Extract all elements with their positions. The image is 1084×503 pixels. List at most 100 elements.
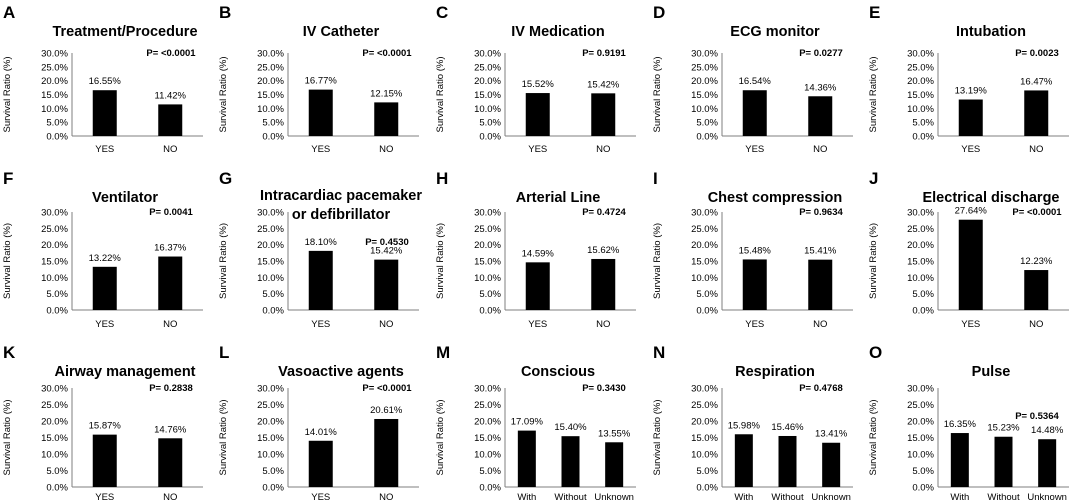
panel-title: Treatment/Procedure [52,24,197,40]
y-tick-label: 5.0% [262,466,284,477]
y-tick-label: 25.0% [907,224,934,235]
panel-letter: I [653,169,658,188]
y-tick-label: 20.0% [907,417,934,428]
panel-f: F Ventilator Survival Ratio (%) 0.0% 5.0% 10.… [2,169,203,330]
x-tick-label: YES [95,144,114,155]
y-tick-label: 0.0% [912,132,934,143]
x-tick-label: NO [596,319,610,330]
y-tick-label: 30.0% [257,384,284,395]
y-tick-label: 5.0% [262,289,284,300]
data-label: 27.64% [955,206,988,217]
bar [958,99,983,136]
p-value: P= 0.0041 [149,207,193,218]
p-value: P= 0.3430 [582,383,626,394]
panel-letter: D [653,3,665,22]
panel-h: H Arterial Line Survival Ratio (%) 0.0% 5.0%… [435,169,636,330]
y-tick-label: 25.0% [257,224,284,235]
y-tick-label: 15.0% [907,433,934,444]
panel-a: A Treatment/Procedure Survival Ratio (%) 0.… [2,3,203,155]
data-label: 12.15% [370,88,403,99]
panel-title: Conscious [521,364,595,380]
bar [591,93,616,136]
y-tick-label: 0.0% [262,306,284,317]
p-value: P= 0.4768 [799,383,843,394]
data-label: 13.55% [598,428,631,439]
y-tick-label: 25.0% [41,224,68,235]
y-tick-label: 20.0% [41,240,68,251]
panel-n: N Respiration Survival Ratio (%) 0.0% 5.0% 10… [652,343,853,503]
data-label: 14.01% [305,427,338,438]
bar [778,435,797,487]
y-tick-label: 15.0% [691,433,718,444]
panel-letter: O [869,343,882,362]
panel-title: IV Catheter [303,24,380,40]
data-label: 13.41% [815,429,848,440]
y-tick-label: 20.0% [41,417,68,428]
data-label: 15.62% [587,245,620,256]
y-tick-label: 15.0% [474,257,501,268]
bar [308,440,333,487]
panel-title: Pulse [972,364,1011,380]
data-label: 14.59% [522,248,555,259]
data-label: 15.87% [89,421,122,432]
bar [92,434,117,487]
panel-title: Vasoactive agents [278,364,404,380]
panel-letter: H [436,169,448,188]
bar [92,90,117,136]
panel-i: I Chest compression Survival Ratio (%) 0.0%… [652,169,853,330]
panel-e: E Intubation Survival Ratio (%) 0.0% 5.0% 10.… [868,3,1069,155]
y-axis-label: Survival Ratio (%) [868,399,879,475]
panel-m: M Conscious Survival Ratio (%) 0.0% 5.0% 10.0… [435,343,636,503]
panel-title: Intubation [956,24,1026,40]
bar [525,262,550,310]
panel-letter: F [3,169,13,188]
y-tick-label: 10.0% [41,450,68,461]
y-tick-label: 5.0% [46,289,68,300]
bar [994,436,1013,487]
y-tick-label: 20.0% [474,240,501,251]
panel-title: or defibrillator [292,207,391,223]
y-tick-label: 10.0% [257,450,284,461]
panel-title: Ventilator [92,190,158,206]
panel-title: IV Medication [511,24,604,40]
y-tick-label: 15.0% [41,90,68,101]
y-tick-label: 30.0% [41,49,68,60]
y-tick-label: 0.0% [479,483,501,494]
y-tick-label: 30.0% [907,208,934,219]
bar [561,436,580,487]
y-tick-label: 25.0% [691,62,718,73]
x-tick-label: Without [771,492,804,503]
x-tick-label: Unknown [1027,492,1067,503]
x-tick-label: NO [596,144,610,155]
x-tick-label: NO [813,319,827,330]
y-axis-label: Survival Ratio (%) [652,399,663,475]
panel-letter: B [219,3,231,22]
p-value: P= 0.2838 [149,383,193,394]
data-label: 14.36% [804,82,837,93]
y-tick-label: 0.0% [912,483,934,494]
y-tick-label: 20.0% [907,240,934,251]
bar [92,266,117,310]
bar [605,442,624,487]
y-axis-label: Survival Ratio (%) [868,56,879,132]
bar [374,259,399,310]
y-tick-label: 30.0% [41,384,68,395]
y-tick-label: 30.0% [691,49,718,60]
x-tick-label: NO [163,492,177,503]
y-axis-label: Survival Ratio (%) [2,399,13,475]
bar [158,256,183,310]
panel-letter: M [436,343,450,362]
panel-l: L Vasoactive agents Survival Ratio (%) 0.0%… [218,343,419,503]
x-tick-label: YES [311,144,330,155]
data-label: 13.22% [89,253,122,264]
y-tick-label: 5.0% [912,466,934,477]
data-label: 15.23% [987,423,1020,434]
y-tick-label: 10.0% [474,273,501,284]
x-tick-label: NO [163,144,177,155]
y-tick-label: 15.0% [907,257,934,268]
y-tick-label: 15.0% [257,90,284,101]
y-tick-label: 15.0% [41,257,68,268]
y-tick-label: 25.0% [41,400,68,411]
data-label: 16.54% [739,76,772,87]
